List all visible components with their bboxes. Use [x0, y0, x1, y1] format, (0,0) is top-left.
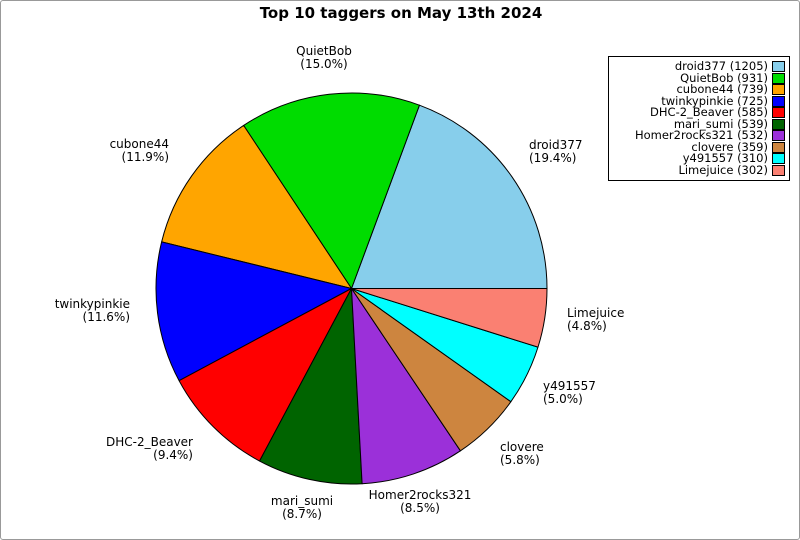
slice-label-cubone44: cubone44 (11.9%) — [109, 137, 169, 164]
legend-swatch-quietbob — [772, 72, 785, 84]
slice-label-twinkypinkie: twinkypinkie (11.6%) — [54, 297, 130, 324]
pie-slice-mari_sumi — [259, 288, 363, 485]
slice-label-droid377: droid377 (19.4%) — [529, 138, 583, 165]
legend-swatch-cubone44 — [772, 84, 785, 96]
legend-row: y491557 (310) — [613, 152, 785, 165]
slice-label-quietbob: QuietBob (15.0%) — [296, 44, 352, 71]
chart-title: Top 10 taggers on May 13th 2024 — [1, 4, 799, 22]
legend-row: DHC-2_Beaver (585) — [613, 106, 785, 119]
slice-label-clovere: clovere (5.8%) — [500, 440, 544, 467]
pie-slice-twinkypinkie — [155, 241, 352, 382]
slice-label-limejuice: Limejuice (4.8%) — [567, 306, 625, 333]
pie-slice-Homer2rocks321 — [351, 288, 461, 485]
legend-row: twinkypinkie (725) — [613, 95, 785, 108]
legend-row: cubone44 (739) — [613, 83, 785, 96]
pie-slice-droid377 — [351, 104, 548, 289]
pie-slice-QuietBob — [243, 92, 420, 289]
pie-slice-cubone44 — [161, 124, 352, 289]
legend-row: droid377 (1205) — [613, 60, 785, 73]
slice-label-y491557: y491557 (5.0%) — [543, 379, 596, 406]
legend-row: QuietBob (931) — [613, 72, 785, 85]
legend-swatch-y491557 — [772, 153, 785, 165]
slice-label-dhc2beaver: DHC-2_Beaver (9.4%) — [106, 435, 193, 462]
legend-row: clovere (359) — [613, 141, 785, 154]
pie-slice-DHC-2_Beaver — [178, 288, 352, 462]
legend-swatch-clovere — [772, 141, 785, 153]
legend-row: mari_sumi (539) — [613, 118, 785, 131]
legend-swatch-marisumi — [772, 118, 785, 130]
legend-swatch-limejuice — [772, 164, 785, 176]
chart-title-line1: Top 10 taggers — [259, 4, 386, 22]
legend-swatch-droid377 — [772, 61, 785, 73]
legend: droid377 (1205) QuietBob (931) cubone44 … — [608, 56, 790, 181]
slice-label-homer2rocks321: Homer2rocks321 (8.5%) — [368, 488, 472, 515]
legend-swatch-dhc2beaver — [772, 107, 785, 119]
legend-row: Limejuice (302) — [613, 164, 785, 177]
chart-title-line2: on May 13th 2024 — [390, 4, 543, 22]
legend-swatch-twinkypinkie — [772, 95, 785, 107]
legend-swatch-homer2rocks321 — [772, 130, 785, 142]
slice-label-marisumi: mari_sumi (8.7%) — [270, 494, 334, 521]
legend-row: Homer2rocks321 (532) — [613, 129, 785, 142]
pie-slice-Limejuice — [351, 288, 548, 348]
